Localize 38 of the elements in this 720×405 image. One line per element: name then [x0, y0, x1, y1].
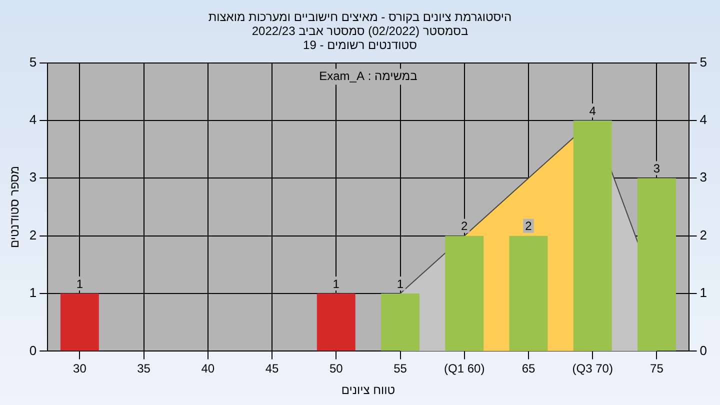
data-label: 1 [332, 276, 340, 291]
data-label: 2 [461, 219, 468, 234]
chart-subtitle: בסמסטר (02/2022) סמסטר אביב 2022/23 סטודנטים רשומים - 19 [250, 24, 470, 52]
y2-tick-label: 3 [700, 170, 708, 185]
x-tick-label: 45 [265, 362, 280, 376]
x-tick-label: (Q1 60) [444, 362, 485, 376]
x-tick-label: 30 [73, 362, 87, 376]
y2-tick-label: 5 [700, 54, 708, 70]
data-label: 3 [653, 161, 660, 176]
y-axis-title: מספר סטודנטים [8, 166, 22, 248]
data-label: 4 [589, 104, 596, 118]
chart-title: היסטוגרמת ציונים בקורס - מאיצים חישוביים ומערכות מואצות [207, 10, 513, 24]
bar [509, 236, 548, 351]
y-tick-label: 1 [29, 285, 37, 300]
data-label: 1 [76, 276, 84, 291]
bar [316, 294, 356, 351]
y2-tick-label: 1 [700, 285, 708, 300]
y2-tick-label: 0 [700, 342, 708, 358]
data-label: 1 [396, 276, 404, 291]
x-tick-label: 50 [329, 362, 344, 376]
y-tick-label: 0 [29, 342, 37, 358]
x-tick-label: (Q3 70) [572, 362, 613, 376]
annotation: במשימה : Exam_A [319, 69, 418, 84]
x-tick-label: 65 [522, 362, 536, 376]
y-tick-label: 2 [29, 227, 37, 242]
x-tick-label: 35 [137, 362, 151, 376]
y2-tick-label: 4 [700, 112, 708, 128]
x-tick-label: 75 [650, 362, 664, 376]
y-tick-label: 5 [29, 54, 37, 70]
data-label: 2 [525, 219, 532, 234]
x-tick-label: 55 [394, 362, 408, 376]
y2-tick-label: 2 [700, 227, 708, 242]
y-tick-label: 4 [29, 112, 37, 128]
y-tick-label: 3 [29, 170, 37, 185]
bar [381, 294, 420, 351]
x-tick-label: 40 [201, 362, 215, 376]
x-axis-title: טווח ציונים [341, 383, 396, 398]
bar [60, 294, 99, 351]
